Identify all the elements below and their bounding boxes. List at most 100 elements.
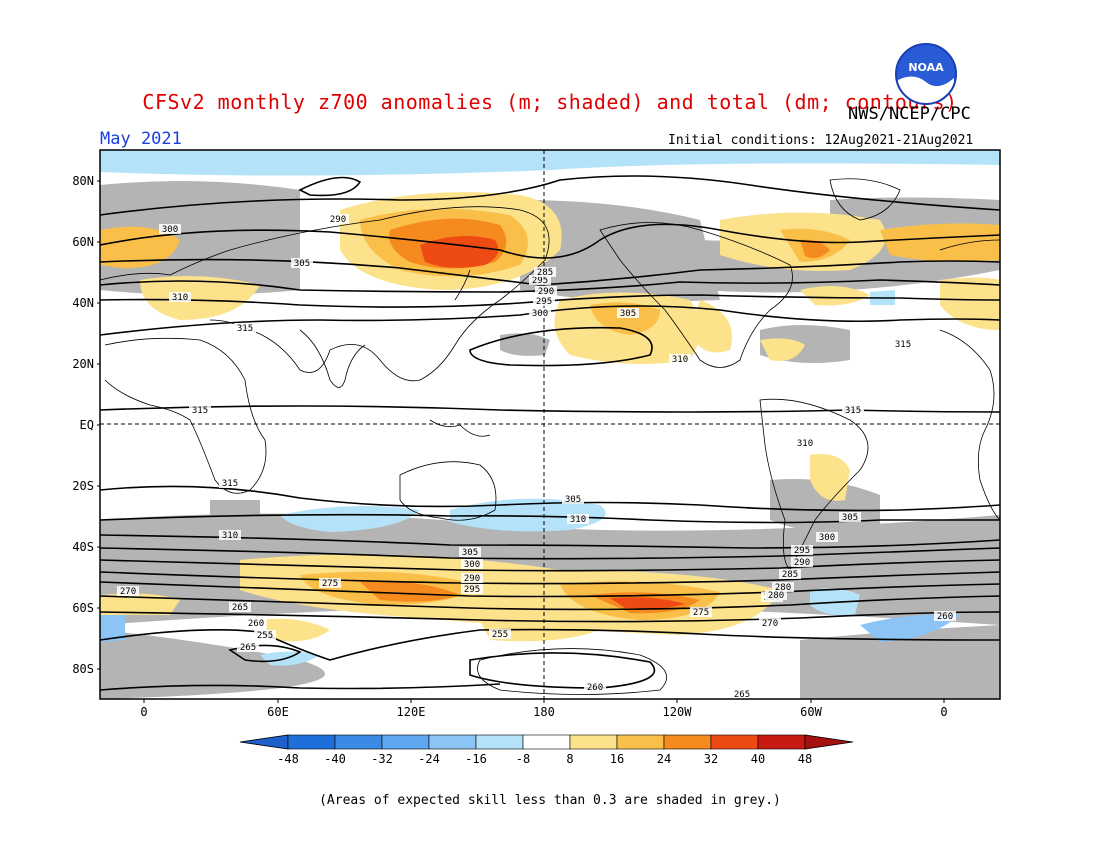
contour-label: 300	[532, 309, 548, 319]
contour-label: 295	[536, 297, 552, 307]
colorbar-tick-label: 48	[798, 752, 812, 766]
map-field	[100, 150, 1000, 699]
lon-tick-label: 120E	[397, 705, 426, 719]
contour-label: 265	[240, 643, 256, 653]
contour-label: 305	[565, 495, 581, 505]
lon-tick-label: 0	[140, 705, 147, 719]
skill-footnote: (Areas of expected skill less than 0.3 a…	[319, 793, 781, 808]
colorbar-swatch	[569, 734, 618, 750]
coastlines	[100, 178, 1000, 695]
colorbar-swatch	[381, 734, 430, 750]
contour-label: 310	[672, 355, 688, 365]
contour-label: 300	[819, 533, 835, 543]
contour-label: 270	[762, 619, 778, 629]
lat-tick-label: EQ	[80, 418, 94, 432]
lon-tick-label: 60E	[267, 705, 289, 719]
contour-label: 315	[222, 479, 238, 489]
lat-tick-label: 40S	[72, 540, 94, 554]
chart-title: CFSv2 monthly z700 anomalies (m; shaded)…	[142, 90, 958, 114]
contour-label: 280	[775, 583, 791, 593]
svg-text:NOAA: NOAA	[908, 61, 944, 74]
contour-label: 290	[794, 558, 810, 568]
contour-label: 315	[895, 340, 911, 350]
lat-tick-label: 80S	[72, 662, 94, 676]
colorbar-high-arrow	[804, 734, 854, 750]
colorbar-swatch	[522, 734, 571, 750]
colorbar-tick-label: 32	[704, 752, 718, 766]
contour-label: 305	[462, 548, 478, 558]
colorbar-swatch	[287, 734, 336, 750]
lon-tick-label: 0	[940, 705, 947, 719]
contour-label: 275	[322, 579, 338, 589]
contour-label: 290	[464, 574, 480, 584]
colorbar-swatch	[475, 734, 524, 750]
contour-label: 315	[845, 406, 861, 416]
colorbar-tick-label: -24	[418, 752, 440, 766]
valid-month-label: May 2021	[100, 129, 182, 149]
colorbar: -48 -40 -32 -24 -16 -8 8 16 24 32 40 48	[239, 734, 854, 766]
contour-label: 305	[294, 259, 310, 269]
lon-tick-label: 60W	[800, 705, 822, 719]
colorbar-swatch	[757, 734, 806, 750]
colorbar-tick-label: 8	[566, 752, 573, 766]
contour-label: 255	[492, 630, 508, 640]
initial-conditions-label: Initial conditions: 12Aug2021-21Aug2021	[668, 133, 974, 148]
contour-label: 285	[782, 570, 798, 580]
colorbar-tick-label: 16	[610, 752, 624, 766]
contour-label: 310	[172, 293, 188, 303]
colorbar-swatch	[663, 734, 712, 750]
contour-label: 305	[620, 309, 636, 319]
agency-label: NWS/NCEP/CPC	[848, 104, 971, 124]
contour-label: 310	[570, 515, 586, 525]
contour-label: 300	[464, 560, 480, 570]
contour-label: 285	[537, 268, 553, 278]
lon-tick-label: 180	[533, 705, 555, 719]
longitude-axis: 0 60E 120E 180 120W 60W 0	[140, 699, 948, 719]
colorbar-tick-label: -32	[371, 752, 393, 766]
contour-label: 280	[768, 591, 784, 601]
contour-label: 290	[330, 215, 346, 225]
colorbar-swatch	[428, 734, 477, 750]
colorbar-tick-label: -48	[277, 752, 299, 766]
contour-label: 315	[192, 406, 208, 416]
lat-tick-label: 20S	[72, 479, 94, 493]
colorbar-swatch	[334, 734, 383, 750]
lat-tick-label: 20N	[72, 357, 94, 371]
contour-label: 270	[120, 587, 136, 597]
contour-label: 305	[842, 513, 858, 523]
colorbar-tick-label: -16	[465, 752, 487, 766]
colorbar-low-arrow	[239, 734, 289, 750]
contour-label: 300	[162, 225, 178, 235]
contour-label: 260	[937, 612, 953, 622]
lon-tick-label: 120W	[663, 705, 693, 719]
lat-tick-label: 60S	[72, 601, 94, 615]
contour-label: 295	[464, 585, 480, 595]
lat-tick-label: 60N	[72, 235, 94, 249]
contour-label: 265	[232, 603, 248, 613]
contour-label: 265	[734, 690, 750, 700]
colorbar-tick-label: -40	[324, 752, 346, 766]
contour-label: 310	[222, 531, 238, 541]
colorbar-swatch	[710, 734, 759, 750]
contour-label: 295	[532, 276, 548, 286]
negative-anomalies	[100, 150, 1000, 666]
latitude-axis: 80N 60N 40N 20N EQ 20S 40S 60S 80S	[72, 174, 100, 676]
contour-label: 315	[237, 324, 253, 334]
contour-label: 275	[693, 608, 709, 618]
colorbar-tick-label: -8	[516, 752, 530, 766]
contour-label: 255	[257, 631, 273, 641]
height-contours	[100, 175, 1000, 691]
contour-label: 260	[248, 619, 264, 629]
contour-label: 290	[538, 287, 554, 297]
colorbar-swatch	[616, 734, 665, 750]
noaa-logo-icon: NOAA	[895, 43, 957, 105]
colorbar-tick-label: 40	[751, 752, 765, 766]
lat-tick-label: 80N	[72, 174, 94, 188]
lat-tick-label: 40N	[72, 296, 94, 310]
contour-label: 260	[587, 683, 603, 693]
colorbar-tick-label: 24	[657, 752, 671, 766]
contour-label: 295	[794, 546, 810, 556]
contour-label: 310	[797, 439, 813, 449]
